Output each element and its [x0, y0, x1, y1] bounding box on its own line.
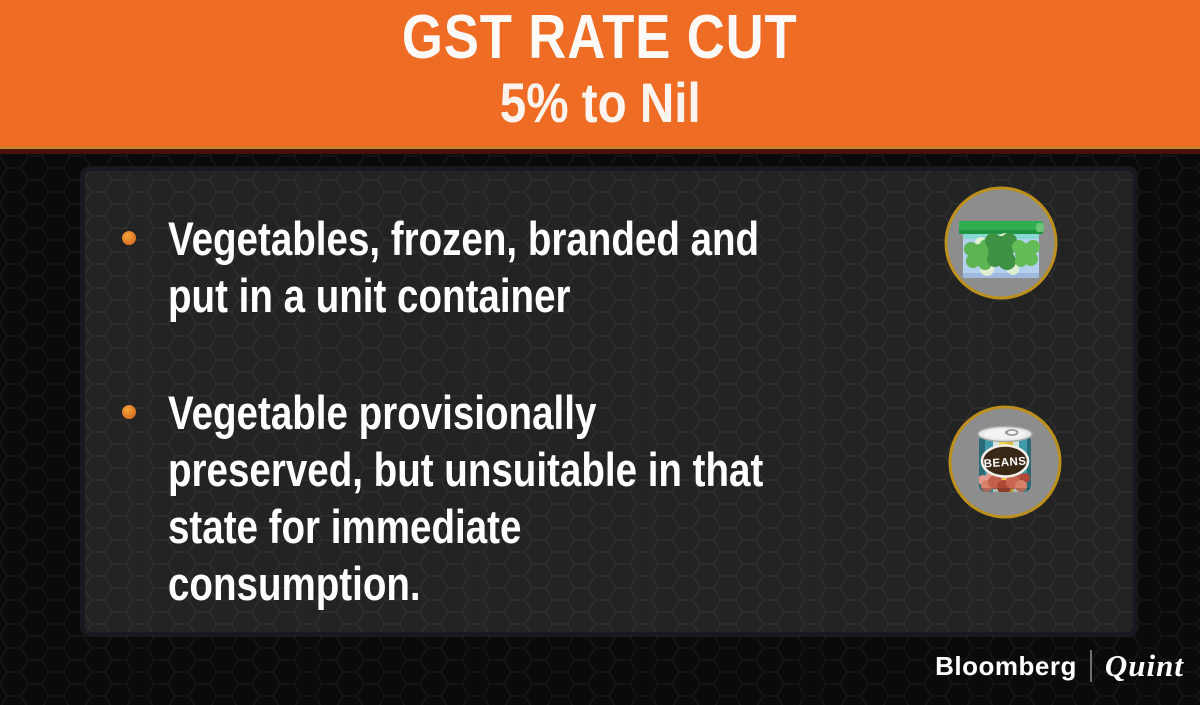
brand-logo: Bloomberg Quint [935, 648, 1184, 684]
beans-can-icon: BEANS [947, 404, 1063, 520]
bullet-item: Vegetables, frozen, branded and put in a… [122, 210, 942, 324]
bloomberg-wordmark: Bloomberg [935, 650, 1077, 681]
frozen-vegetables-bag-icon [943, 185, 1059, 301]
bullet-marker-icon [122, 405, 136, 419]
bullet-text: Vegetables, frozen, branded and put in a… [168, 212, 760, 322]
quint-wordmark: Quint [1104, 648, 1184, 683]
bullet-item: Vegetable provisionally preserved, but u… [122, 384, 942, 612]
page-title: GST RATE CUT [402, 3, 798, 72]
bullet-text: Vegetable provisionally preserved, but u… [168, 386, 764, 610]
brand-divider [1089, 650, 1092, 682]
page-subtitle: 5% to Nil [499, 71, 701, 134]
bullet-marker-icon [122, 231, 136, 245]
content-panel: Vegetables, frozen, branded and put in a… [80, 166, 1138, 637]
bullet-list: Vegetables, frozen, branded and put in a… [122, 210, 942, 612]
beans-label: BEANS [983, 456, 1026, 471]
header-band: GST RATE CUT 5% to Nil [0, 0, 1200, 147]
